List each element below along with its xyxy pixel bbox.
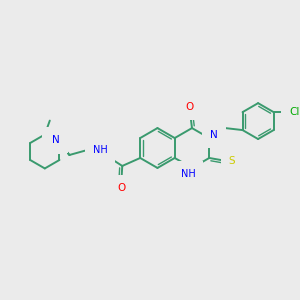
Text: Cl: Cl [290, 107, 300, 117]
Text: NH: NH [93, 145, 108, 155]
Text: N: N [51, 136, 58, 146]
Text: O: O [186, 102, 194, 112]
Text: N: N [210, 130, 218, 140]
Text: N: N [52, 135, 59, 145]
Text: O: O [117, 183, 125, 193]
Text: S: S [229, 156, 236, 166]
Text: NH: NH [181, 169, 195, 179]
